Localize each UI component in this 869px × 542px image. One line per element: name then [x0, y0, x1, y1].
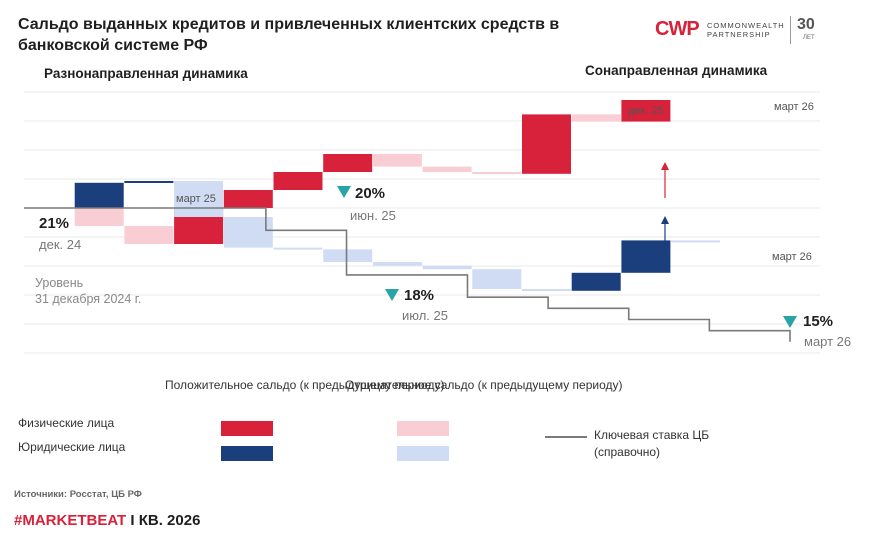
- legend-positive-header: Положительное сальдо (к предыдущему пери…: [165, 378, 445, 392]
- logo-separator: [790, 16, 791, 44]
- bar-phys-7: [422, 166, 472, 172]
- footer-hashtag: #MARKETBEAT: [14, 512, 127, 529]
- bar-jur-6: [372, 262, 422, 266]
- footer: #MARKETBEAT I КВ. 2026: [14, 512, 200, 529]
- bar-phys-5: [323, 154, 373, 172]
- level-label-line-0: Уровень: [35, 276, 83, 290]
- arrow-jur-head: [661, 216, 669, 224]
- bar-jur-7: [422, 265, 472, 270]
- bar-phys-0: [74, 208, 124, 226]
- rate-marker-icon-3: [783, 316, 797, 328]
- series-period-label-0: март 25: [176, 193, 216, 205]
- bar-phys-8: [472, 172, 522, 174]
- chart-title: Сальдо выданных кредитов и привлеченных …: [18, 16, 560, 54]
- rate-value-0: 21%: [39, 215, 69, 232]
- bar-jur-9: [522, 289, 571, 291]
- rate-marker-icon-1: [337, 186, 351, 198]
- rate-date-3: март 26: [804, 334, 851, 349]
- legend-swatch-phys-positive: [221, 421, 273, 436]
- bar-jur-0: [74, 182, 124, 208]
- rate-marker-icon-2: [385, 289, 399, 301]
- logo-years-sub: ЛЕТ: [803, 35, 815, 41]
- bar-phys-3: [223, 190, 273, 208]
- bar-jur-5: [323, 249, 373, 262]
- legend-key-rate-line: [545, 436, 587, 438]
- bar-phys-1: [124, 226, 174, 244]
- legend-phys-label: Физические лица: [18, 416, 115, 430]
- legend-negative-header: Отрицательное сальдо (к предыдущему пери…: [345, 378, 623, 392]
- bar-jur-11: [621, 240, 671, 273]
- bar-phys-4: [273, 172, 323, 190]
- series-period-label-2: март 26: [774, 101, 814, 113]
- level-label-line-1: 31 декабря 2024 г.: [35, 292, 141, 306]
- bar-jur-1: [124, 181, 174, 183]
- bar-phys-10: [571, 114, 621, 122]
- series-period-label-1: дек. 25: [628, 105, 664, 117]
- arrow-phys-head: [661, 162, 669, 170]
- legend-swatch-phys-negative: [397, 421, 449, 436]
- legend-swatch-jur-positive: [221, 446, 273, 461]
- bar-jur-2: [174, 181, 224, 217]
- bar-jur-12: [671, 240, 721, 243]
- bar-jur-8: [472, 269, 522, 289]
- rate-value-1: 20%: [355, 185, 385, 202]
- section-left-title: Разнонаправленная динамика: [44, 66, 248, 81]
- rate-value-3: 15%: [803, 313, 833, 330]
- rate-date-0: дек. 24: [39, 237, 81, 252]
- bar-phys-11: [621, 100, 671, 122]
- legend-jur-label: Юридические лица: [18, 440, 126, 454]
- bar-jur-4: [273, 247, 323, 250]
- bar-jur-3: [223, 217, 273, 248]
- logo-name: COMMONWEALTH PARTNERSHIP: [707, 21, 785, 39]
- rate-value-2: 18%: [404, 287, 434, 304]
- key-rate-line: [24, 207, 791, 342]
- logo-years: 30: [797, 16, 815, 33]
- rate-date-2: июл. 25: [402, 308, 448, 323]
- rate-date-1: июн. 25: [350, 208, 396, 223]
- section-right-title: Сонаправленная динамика: [585, 63, 768, 78]
- footer-period: I КВ. 2026: [126, 512, 201, 529]
- bar-phys-6: [372, 154, 422, 167]
- bar-phys-9: [522, 114, 571, 174]
- legend-swatch-jur-negative: [397, 446, 449, 461]
- bar-jur-10: [571, 272, 621, 291]
- series-period-label-3: март 26: [772, 251, 812, 263]
- waterfall-chart: март 25 дек. 25 март 26 март 26 21% дек. 24 20…: [24, 91, 851, 354]
- source-note: Источники: Росстат, ЦБ РФ: [14, 489, 142, 500]
- logo-mark: CWP: [655, 18, 700, 40]
- legend-key-rate-label: Ключевая ставка ЦБ (справочно): [594, 428, 710, 459]
